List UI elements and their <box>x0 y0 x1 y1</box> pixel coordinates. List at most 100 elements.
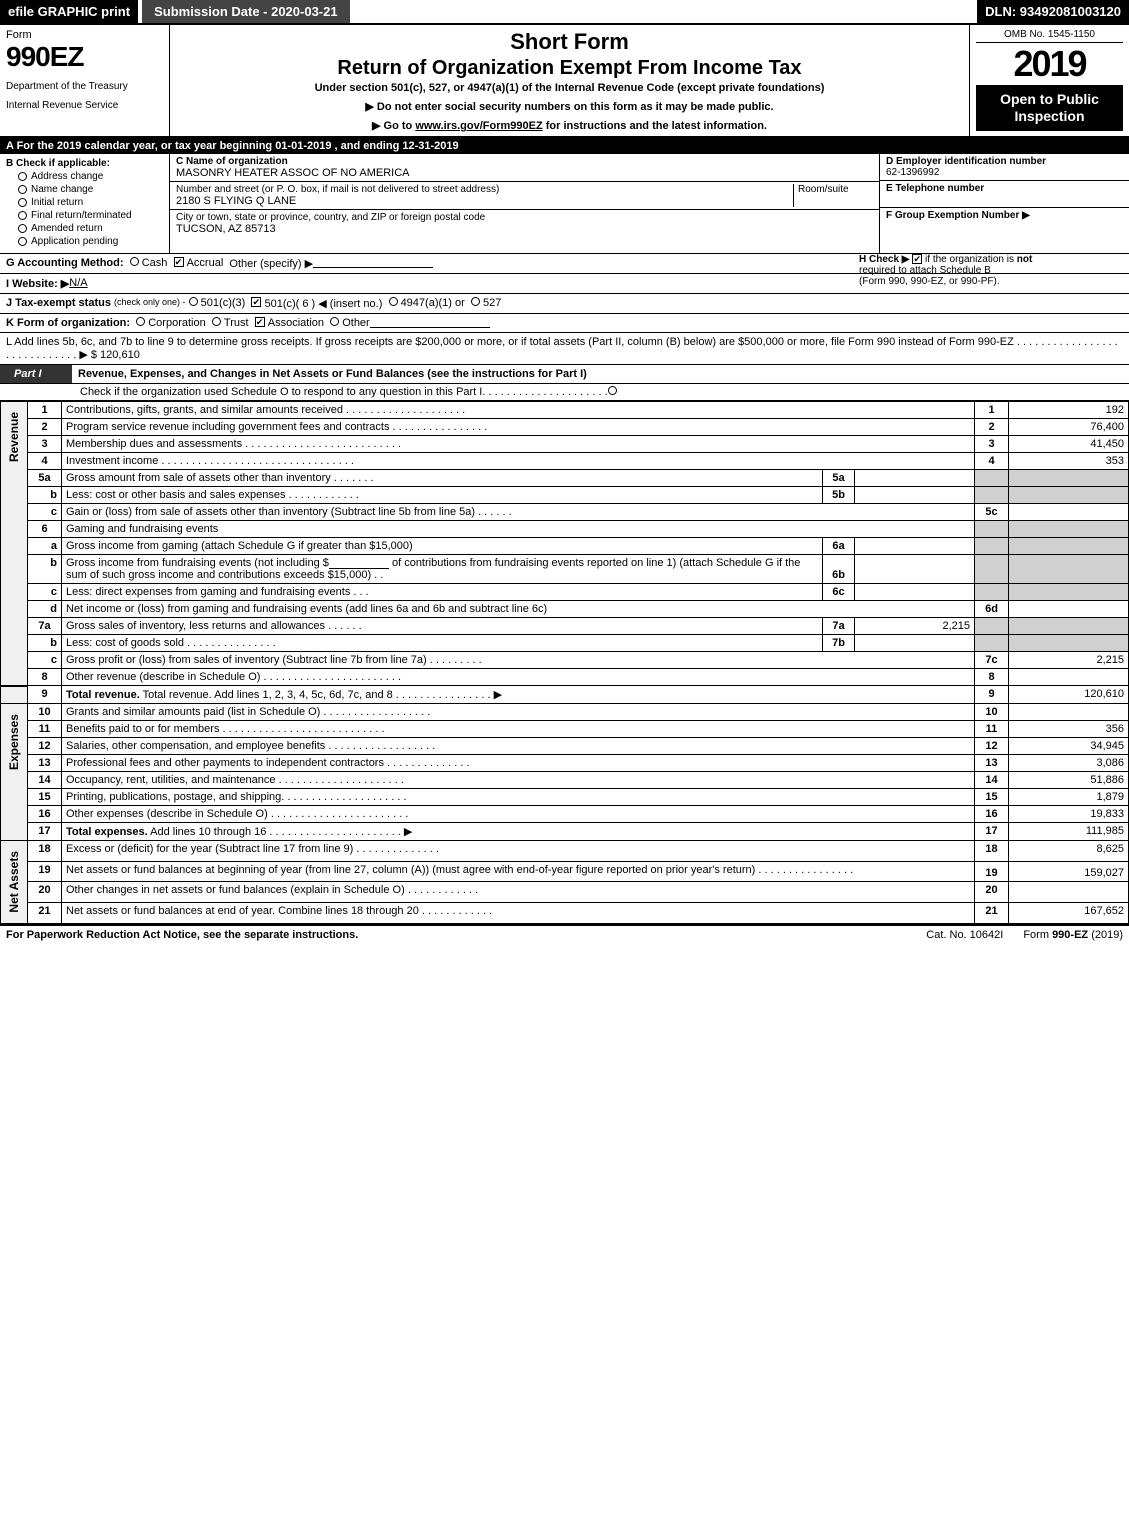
l8-num: 8 <box>28 669 62 686</box>
tax-year: 2019 <box>976 43 1123 85</box>
city-label: City or town, state or province, country… <box>176 212 873 223</box>
chk-other-org[interactable] <box>330 317 339 326</box>
l-amount: ▶ $ 120,610 <box>79 349 139 361</box>
chk-cash[interactable] <box>130 257 139 266</box>
part1-schedO: Check if the organization used Schedule … <box>0 384 1129 401</box>
dept-irs: Internal Revenue Service <box>6 100 163 111</box>
l6a-rnum <box>975 538 1009 555</box>
under-section: Under section 501(c), 527, or 4947(a)(1)… <box>178 82 961 94</box>
l6c-rnum <box>975 584 1009 601</box>
l2-desc: Program service revenue including govern… <box>62 419 975 436</box>
l7c-rnum: 7c <box>975 652 1009 669</box>
l5b-sub: 5b <box>823 487 855 504</box>
l6a-sub: 6a <box>823 538 855 555</box>
l19-num: 19 <box>28 861 62 882</box>
l11-rnum: 11 <box>975 721 1009 738</box>
room-label: Room/suite <box>798 184 873 195</box>
chk-application-pending[interactable]: Application pending <box>6 236 163 247</box>
f-label: F Group Exemption Number ▶ <box>886 210 1123 221</box>
d-label: D Employer identification number <box>886 156 1123 167</box>
l6b-num: b <box>28 555 62 584</box>
l13-rnum: 13 <box>975 755 1009 772</box>
chk-amended-return[interactable]: Amended return <box>6 223 163 234</box>
l6d-num: d <box>28 601 62 618</box>
g-other-blank[interactable] <box>313 257 433 268</box>
top-bar: efile GRAPHIC print Submission Date - 20… <box>0 0 1129 25</box>
l20-num: 20 <box>28 882 62 903</box>
l5a-desc: Gross amount from sale of assets other t… <box>62 470 823 487</box>
dln-label: DLN: 93492081003120 <box>977 0 1129 23</box>
l4-rnum: 4 <box>975 453 1009 470</box>
j-opt1: 501(c)(3) <box>201 297 246 309</box>
chk-address-change[interactable]: Address change <box>6 171 163 182</box>
l5a-rval <box>1009 470 1129 487</box>
chk-name-change[interactable]: Name change <box>6 184 163 195</box>
h-text1: if the organization is <box>925 254 1014 265</box>
l5a-sub: 5a <box>823 470 855 487</box>
l19-rval: 159,027 <box>1009 861 1129 882</box>
l5c-rval <box>1009 504 1129 521</box>
l7b-num: b <box>28 635 62 652</box>
chk-501c[interactable]: ✔ <box>251 297 261 307</box>
l16-rnum: 16 <box>975 806 1009 823</box>
l2-rnum: 2 <box>975 419 1009 436</box>
chk-accrual[interactable]: ✔ <box>174 257 184 267</box>
l5a-rnum <box>975 470 1009 487</box>
k-opt-corp: Corporation <box>148 317 205 329</box>
l14-num: 14 <box>28 772 62 789</box>
c-label: C Name of organization <box>176 156 873 167</box>
l19-rnum: 19 <box>975 861 1009 882</box>
chk-assoc[interactable]: ✔ <box>255 317 265 327</box>
chk-initial-return[interactable]: Initial return <box>6 197 163 208</box>
l10-desc: Grants and similar amounts paid (list in… <box>62 704 975 721</box>
l5b-subval <box>855 487 975 504</box>
l5a-num: 5a <box>28 470 62 487</box>
l6c-desc: Less: direct expenses from gaming and fu… <box>62 584 823 601</box>
l21-num: 21 <box>28 902 62 923</box>
l6b-desc: Gross income from fundraising events (no… <box>62 555 823 584</box>
l7b-rval <box>1009 635 1129 652</box>
org-name: MASONRY HEATER ASSOC OF NO AMERICA <box>176 167 873 179</box>
header-center: Short Form Return of Organization Exempt… <box>170 25 969 136</box>
l7b-rnum <box>975 635 1009 652</box>
lines-table: Revenue 1 Contributions, gifts, grants, … <box>0 401 1129 924</box>
l4-desc: Investment income . . . . . . . . . . . … <box>62 453 975 470</box>
l6a-subval <box>855 538 975 555</box>
footer: For Paperwork Reduction Act Notice, see … <box>0 924 1129 944</box>
l17-rnum: 17 <box>975 823 1009 841</box>
l16-num: 16 <box>28 806 62 823</box>
g-label: G Accounting Method: <box>6 257 124 269</box>
l5c-rnum: 5c <box>975 504 1009 521</box>
row-h: H Check ▶ ✔ if the organization is not r… <box>859 254 1119 287</box>
l6d-rnum: 6d <box>975 601 1009 618</box>
chk-4947[interactable] <box>389 297 398 306</box>
l6-num: 6 <box>28 521 62 538</box>
chk-corp[interactable] <box>136 317 145 326</box>
vtab-expenses: Expenses <box>1 704 28 841</box>
k-other-blank[interactable] <box>370 317 490 328</box>
l11-num: 11 <box>28 721 62 738</box>
j-opt3: 4947(a)(1) or <box>401 297 465 309</box>
l7b-subval <box>855 635 975 652</box>
l17-desc: Total expenses. Add lines 10 through 16 … <box>62 823 975 841</box>
chk-527[interactable] <box>471 297 480 306</box>
h-label: H Check ▶ <box>859 254 909 265</box>
l2-rval: 76,400 <box>1009 419 1129 436</box>
l-text: L Add lines 5b, 6c, and 7b to line 9 to … <box>6 336 1014 348</box>
chk-final-return[interactable]: Final return/terminated <box>6 210 163 221</box>
header-right: OMB No. 1545-1150 2019 Open to Public In… <box>969 25 1129 136</box>
chk-schedO[interactable] <box>608 386 617 395</box>
l7a-sub: 7a <box>823 618 855 635</box>
row-j: J Tax-exempt status (check only one) - 5… <box>0 294 1129 314</box>
irs-link[interactable]: www.irs.gov/Form990EZ <box>415 120 542 132</box>
efile-print-button[interactable]: efile GRAPHIC print <box>0 0 138 23</box>
open-to-public: Open to Public Inspection <box>976 85 1123 131</box>
chk-h[interactable]: ✔ <box>912 254 922 264</box>
l6b-subval <box>855 555 975 584</box>
l10-num: 10 <box>28 704 62 721</box>
l12-rval: 34,945 <box>1009 738 1129 755</box>
j-label: J Tax-exempt status <box>6 297 111 309</box>
l6d-desc: Net income or (loss) from gaming and fun… <box>62 601 975 618</box>
chk-501c3[interactable] <box>189 297 198 306</box>
chk-trust[interactable] <box>212 317 221 326</box>
